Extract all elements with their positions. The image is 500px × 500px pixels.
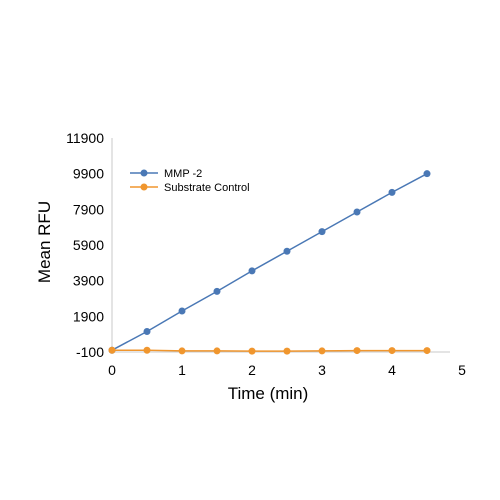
- legend-item: Substrate Control: [130, 182, 250, 194]
- x-axis-title: Time (min): [228, 384, 309, 403]
- x-tick-label: 1: [178, 362, 186, 378]
- y-tick-label: 11900: [66, 130, 104, 146]
- data-point: [283, 347, 291, 355]
- series-line: [112, 349, 427, 352]
- data-point: [213, 287, 221, 295]
- series-1: [108, 170, 431, 354]
- y-tick-label: 1900: [73, 308, 104, 324]
- data-point: [248, 267, 256, 275]
- data-point: [388, 347, 396, 355]
- data-point: [213, 347, 221, 355]
- legend-label: MMP -2: [164, 168, 202, 180]
- legend-item: MMP -2: [130, 168, 202, 180]
- data-point: [318, 347, 326, 355]
- series-line: [111, 173, 428, 351]
- data-point: [283, 247, 291, 255]
- series-2: [108, 346, 431, 355]
- data-point: [423, 347, 431, 355]
- y-tick-label: 7900: [73, 201, 104, 217]
- x-tick-label: 3: [318, 362, 326, 378]
- legend: MMP -2 Substrate Control: [130, 168, 250, 194]
- data-point: [318, 228, 326, 236]
- legend-marker: [140, 169, 148, 177]
- data-point: [143, 346, 151, 354]
- series-layer: [108, 170, 431, 355]
- data-point: [423, 170, 431, 178]
- legend-marker: [140, 183, 148, 191]
- data-point: [108, 346, 116, 354]
- data-point: [143, 327, 151, 335]
- data-point: [248, 347, 256, 355]
- y-tick-label: 5900: [73, 237, 104, 253]
- legend-label: Substrate Control: [164, 182, 250, 194]
- data-point: [353, 347, 361, 355]
- data-point: [178, 307, 186, 315]
- data-point: [388, 188, 396, 196]
- y-tick-labels: -100 1900 3900 5900 7900 9900 11900: [66, 130, 104, 360]
- x-tick-label: 5: [458, 362, 466, 378]
- data-point: [353, 208, 361, 216]
- x-tick-labels: 0 1 2 3 4 5: [108, 362, 466, 378]
- x-tick-label: 2: [248, 362, 256, 378]
- y-tick-label: 9900: [73, 166, 104, 182]
- x-tick-label: 4: [388, 362, 396, 378]
- y-tick-label: 3900: [73, 273, 104, 289]
- data-point: [178, 347, 186, 355]
- x-tick-label: 0: [108, 362, 116, 378]
- y-tick-label: -100: [76, 344, 104, 360]
- axes: [111, 138, 450, 353]
- y-axis-title: Mean RFU: [35, 201, 54, 283]
